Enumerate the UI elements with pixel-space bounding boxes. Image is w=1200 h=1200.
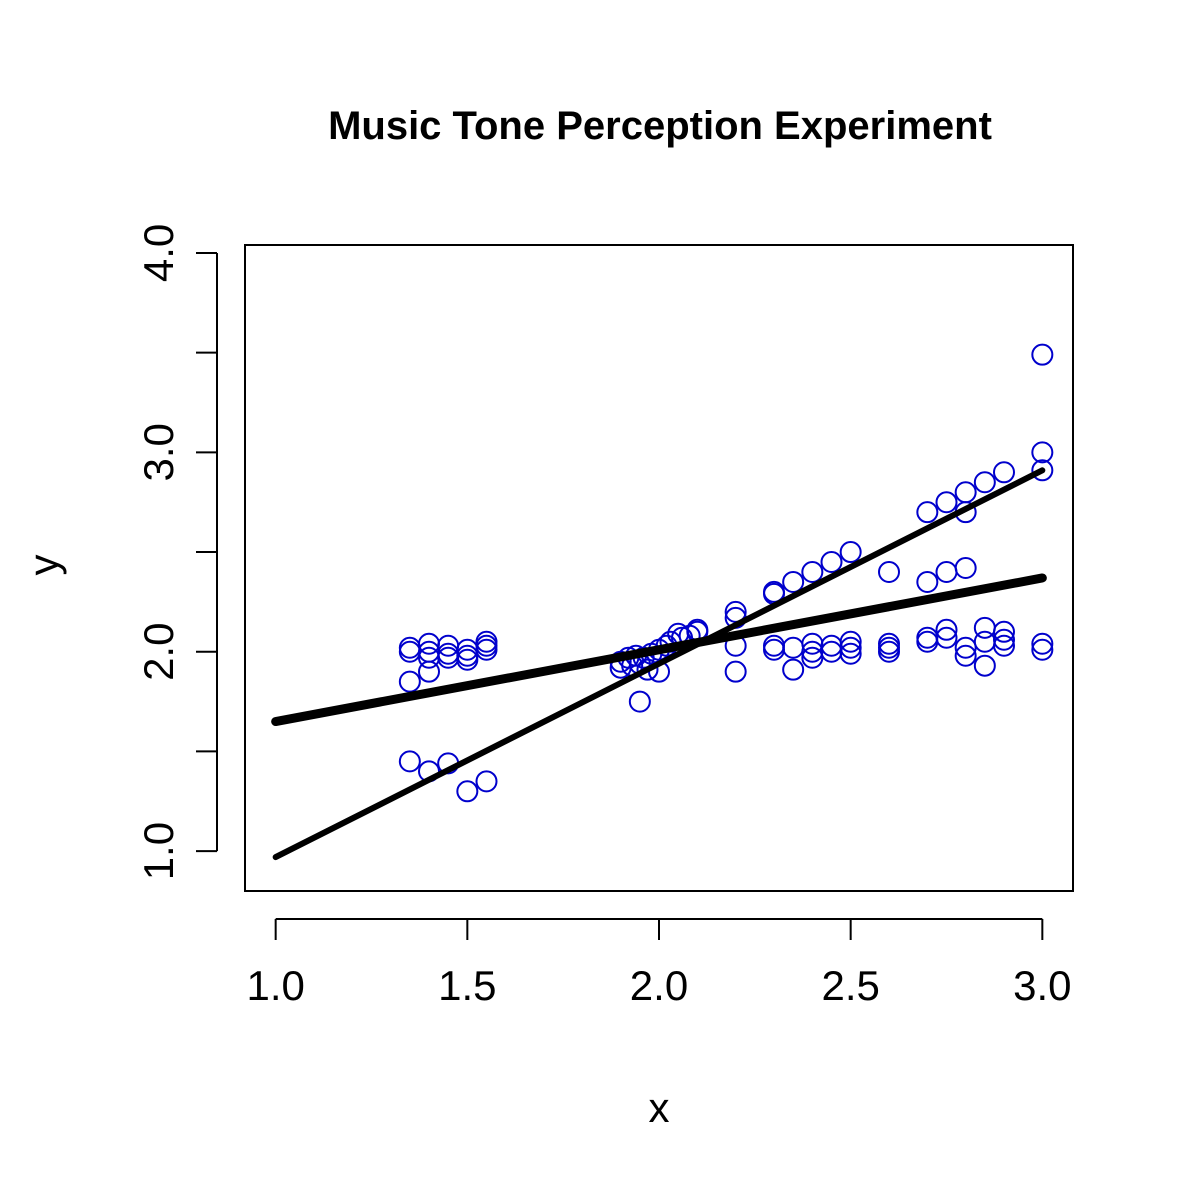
data-point (878, 640, 900, 663)
data-point (935, 626, 958, 649)
data-point (398, 750, 421, 773)
data-point (801, 560, 824, 583)
data-point (935, 618, 958, 641)
x-axis: 1.0 1.5 2.0 2.5 3.0 (246, 918, 1072, 1009)
data-point (954, 557, 977, 579)
plot-frame (244, 244, 1074, 892)
data-point (935, 491, 958, 514)
data-point (1031, 441, 1054, 464)
data-point (993, 628, 1015, 651)
data-point (456, 780, 479, 803)
data-point (782, 570, 805, 593)
x-tick-label: 2.5 (821, 962, 879, 1009)
data-point (475, 770, 498, 793)
x-tick-label: 3.0 (1013, 962, 1071, 1009)
data-point (954, 644, 977, 667)
data-point (993, 620, 1015, 643)
data-point (1031, 632, 1054, 655)
data-point (993, 461, 1015, 484)
y-tick-label: 4.0 (135, 224, 182, 282)
data-point (1031, 459, 1054, 482)
data-point (456, 648, 479, 671)
fit-lines (271, 467, 1047, 861)
data-point (973, 654, 996, 677)
data-point (839, 541, 862, 564)
data-point (628, 690, 651, 713)
data-point (1031, 343, 1054, 366)
data-point (475, 638, 498, 661)
data-point (724, 660, 747, 683)
data-point (973, 471, 996, 494)
plot-area (244, 244, 1074, 892)
x-axis-label: x (649, 1084, 670, 1131)
fit-line-1 (272, 467, 1046, 861)
y-tick-label: 2.0 (135, 623, 182, 681)
chart-title: Music Tone Perception Experiment (328, 104, 992, 148)
fit-line-2 (271, 573, 1047, 727)
x-tick-label: 1.0 (246, 962, 304, 1009)
data-point (993, 634, 1015, 657)
y-tick-label: 1.0 (135, 822, 182, 880)
data-point (398, 670, 421, 693)
x-tick-label: 1.5 (438, 962, 496, 1009)
data-point (782, 658, 805, 681)
data-point (839, 630, 862, 653)
y-tick-label: 3.0 (135, 423, 182, 481)
data-point (916, 501, 939, 524)
data-point (839, 636, 862, 659)
data-point (636, 658, 659, 681)
data-point (878, 560, 900, 583)
y-axis: 1.0 2.0 3.0 4.0 (135, 224, 218, 880)
y-axis-label: y (20, 555, 67, 576)
data-point (1031, 638, 1054, 661)
data-point (418, 660, 440, 683)
x-tick-label: 2.0 (630, 962, 688, 1009)
data-point (916, 570, 939, 593)
data-point (839, 642, 862, 665)
data-point (820, 551, 843, 574)
